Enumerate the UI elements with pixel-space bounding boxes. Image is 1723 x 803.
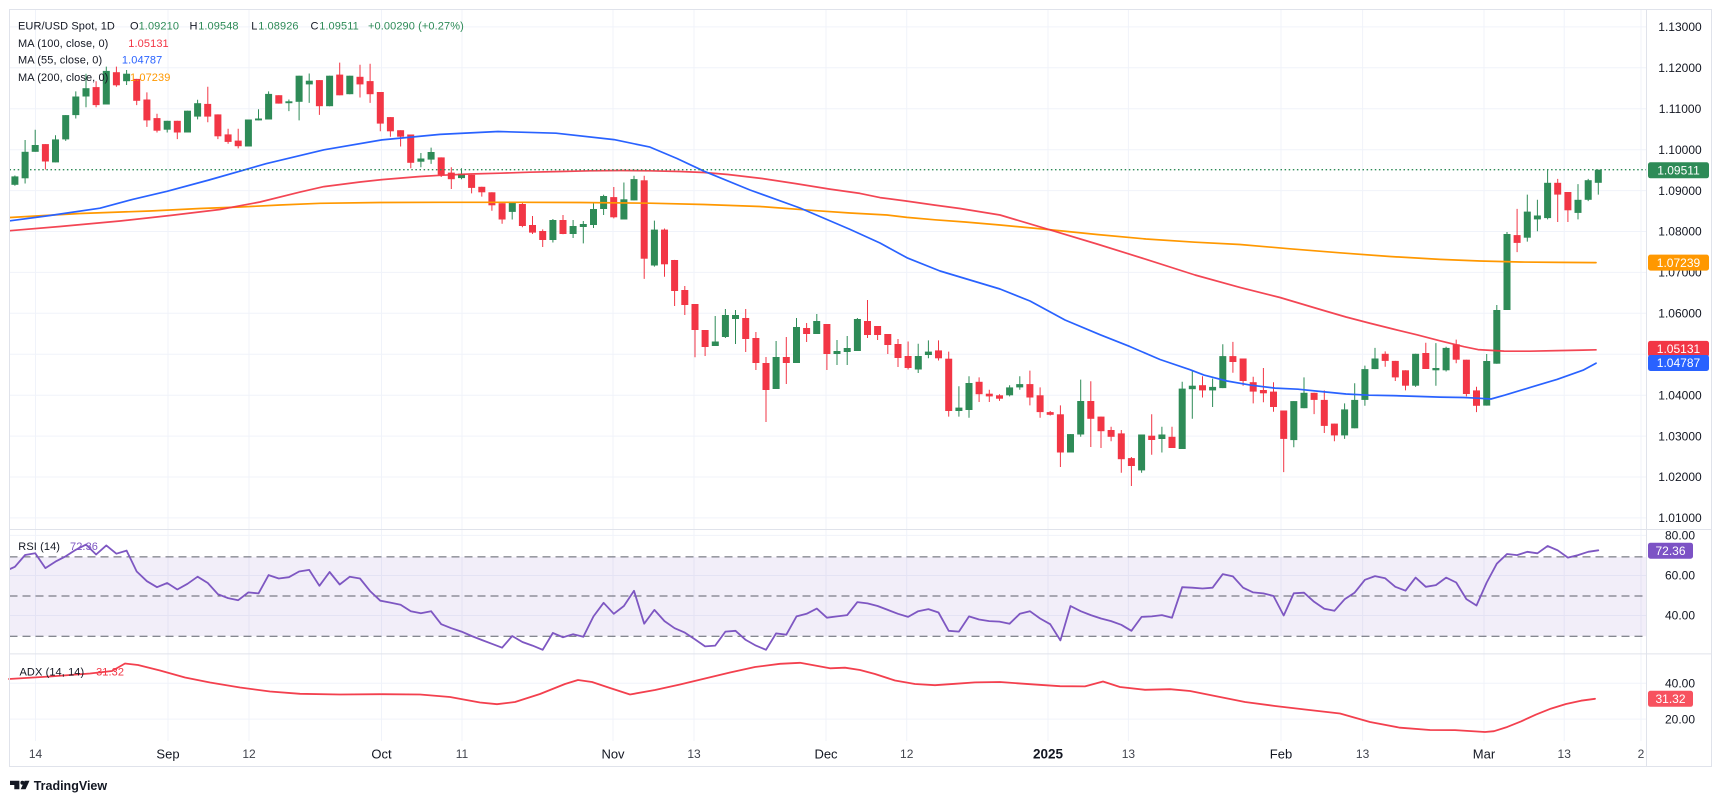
svg-text:13: 13 xyxy=(1558,747,1572,761)
svg-text:1.11000: 1.11000 xyxy=(1659,102,1702,116)
svg-text:1.01000: 1.01000 xyxy=(1658,511,1702,525)
svg-text:13: 13 xyxy=(1356,747,1370,761)
svg-text:1.05131: 1.05131 xyxy=(1657,342,1701,356)
svg-text:40.00: 40.00 xyxy=(1665,609,1695,623)
svg-text:O: O xyxy=(130,20,139,32)
svg-text:1.04787: 1.04787 xyxy=(1657,356,1701,370)
svg-text:1.09000: 1.09000 xyxy=(1658,184,1702,198)
svg-text:TradingView: TradingView xyxy=(34,779,108,793)
svg-text:11: 11 xyxy=(456,747,469,761)
svg-text:20.00: 20.00 xyxy=(1665,712,1695,726)
svg-text:Oct: Oct xyxy=(371,747,392,762)
svg-text:40.00: 40.00 xyxy=(1665,676,1695,690)
svg-text:L: L xyxy=(251,20,257,32)
svg-text:12: 12 xyxy=(242,747,256,761)
svg-text:2: 2 xyxy=(1638,747,1645,761)
svg-text:1.04787: 1.04787 xyxy=(122,55,162,67)
svg-text:13: 13 xyxy=(687,747,701,761)
svg-text:13: 13 xyxy=(1122,747,1136,761)
svg-text:EUR/USD Spot, 1D: EUR/USD Spot, 1D xyxy=(18,20,115,32)
svg-text:1.07239: 1.07239 xyxy=(1657,256,1701,270)
svg-text:Nov: Nov xyxy=(601,747,625,762)
svg-text:1.10000: 1.10000 xyxy=(1658,143,1702,157)
svg-text:1.13000: 1.13000 xyxy=(1658,20,1702,34)
svg-text:1.07239: 1.07239 xyxy=(130,72,170,84)
svg-text:1.02000: 1.02000 xyxy=(1658,470,1702,484)
svg-text:14: 14 xyxy=(29,747,43,761)
svg-text:60.00: 60.00 xyxy=(1665,569,1695,583)
svg-text:1.05131: 1.05131 xyxy=(128,38,168,50)
svg-text:1.08926: 1.08926 xyxy=(258,20,298,32)
svg-text:Mar: Mar xyxy=(1473,747,1496,762)
svg-text:MA (200, close, 0): MA (200, close, 0) xyxy=(18,72,108,84)
svg-text:2025: 2025 xyxy=(1033,747,1064,762)
svg-text:MA (100, close, 0): MA (100, close, 0) xyxy=(18,38,108,50)
svg-text:1.06000: 1.06000 xyxy=(1658,307,1702,321)
svg-text:1.09210: 1.09210 xyxy=(139,20,179,32)
svg-text:72.36: 72.36 xyxy=(70,541,98,553)
svg-text:+0.00290 (+0.27%): +0.00290 (+0.27%) xyxy=(368,20,464,32)
svg-text:Feb: Feb xyxy=(1270,747,1292,762)
svg-text:MA (55, close, 0): MA (55, close, 0) xyxy=(18,55,102,67)
svg-text:31.32: 31.32 xyxy=(1655,692,1685,706)
svg-text:1.09511: 1.09511 xyxy=(1657,164,1700,178)
svg-text:1.09548: 1.09548 xyxy=(198,20,238,32)
svg-text:31.32: 31.32 xyxy=(96,666,124,678)
svg-text:1.09511: 1.09511 xyxy=(319,20,359,32)
svg-text:1.12000: 1.12000 xyxy=(1658,61,1702,75)
svg-text:1.04000: 1.04000 xyxy=(1658,388,1702,402)
svg-text:1.03000: 1.03000 xyxy=(1658,429,1702,443)
svg-text:Dec: Dec xyxy=(814,747,838,762)
svg-text:ADX (14, 14): ADX (14, 14) xyxy=(20,666,85,678)
svg-text:RSI (14): RSI (14) xyxy=(18,541,60,553)
svg-text:H: H xyxy=(190,20,198,32)
svg-text:C: C xyxy=(311,20,319,32)
svg-text:72.36: 72.36 xyxy=(1655,544,1685,558)
svg-text:1.08000: 1.08000 xyxy=(1658,225,1702,239)
svg-text:Sep: Sep xyxy=(156,747,179,762)
svg-text:80.00: 80.00 xyxy=(1665,529,1695,543)
svg-text:12: 12 xyxy=(900,747,914,761)
